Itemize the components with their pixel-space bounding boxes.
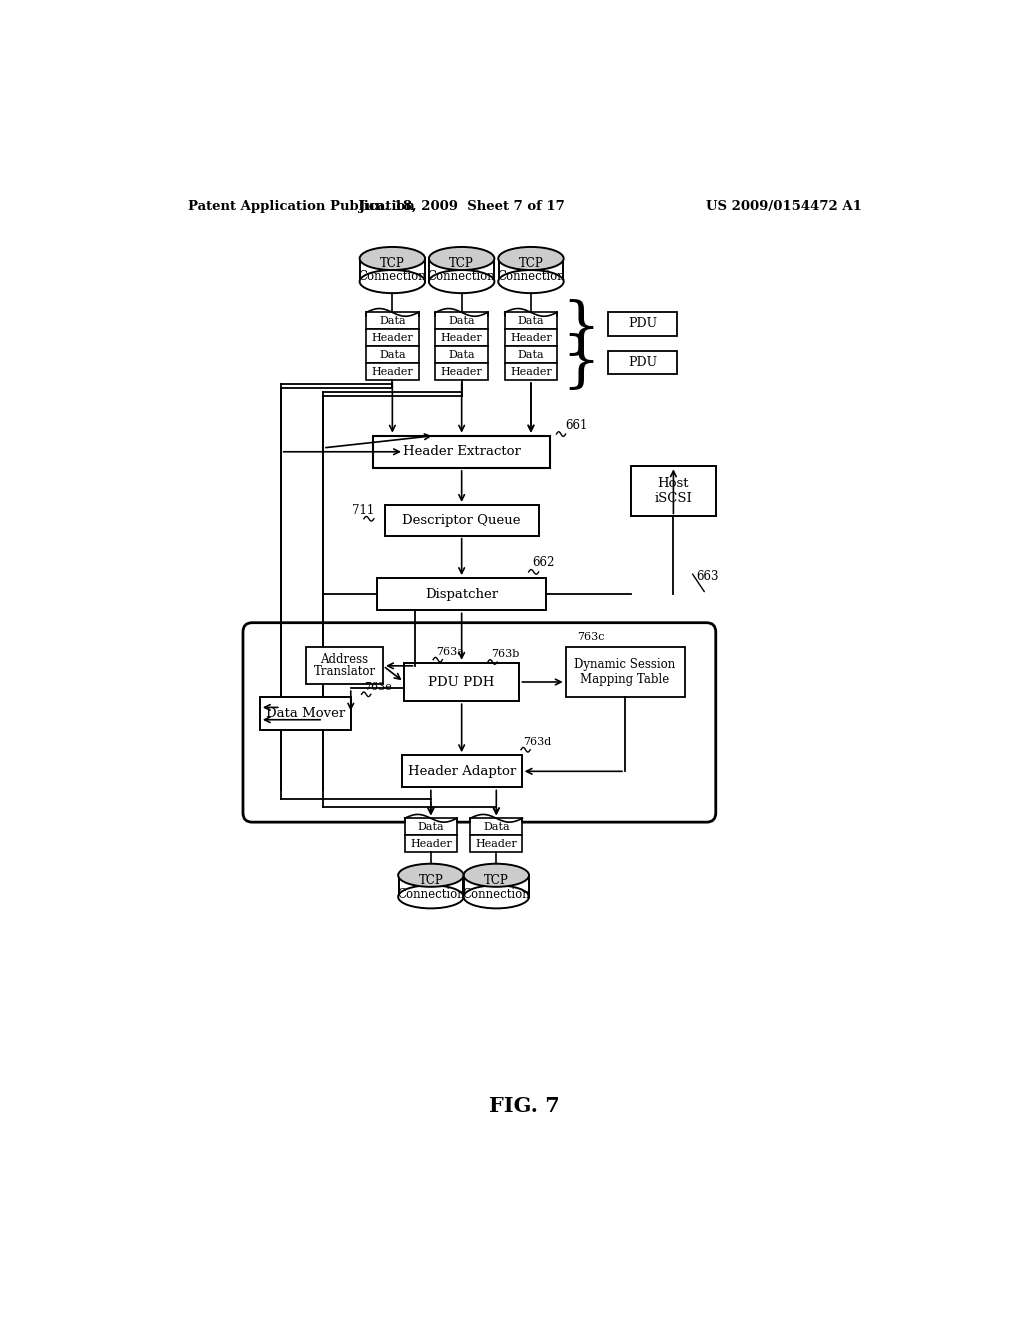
- Bar: [608, 313, 677, 335]
- Bar: [565, 647, 685, 697]
- Text: Connection: Connection: [397, 888, 465, 902]
- Text: Header: Header: [410, 838, 452, 849]
- Text: Jun. 18, 2009  Sheet 7 of 17: Jun. 18, 2009 Sheet 7 of 17: [358, 199, 564, 213]
- Text: PDU PDH: PDU PDH: [428, 676, 495, 689]
- Bar: [377, 578, 547, 610]
- Text: 661: 661: [565, 420, 588, 433]
- Text: 763a: 763a: [436, 647, 464, 657]
- Text: Header: Header: [440, 333, 482, 343]
- Ellipse shape: [499, 247, 563, 271]
- Text: Header Adaptor: Header Adaptor: [408, 764, 516, 777]
- Text: Dispatcher: Dispatcher: [425, 587, 499, 601]
- Text: Data: Data: [418, 822, 444, 832]
- Text: Header: Header: [440, 367, 482, 376]
- Text: Header: Header: [510, 333, 552, 343]
- Text: iSCSI: iSCSI: [654, 492, 692, 506]
- Text: TCP: TCP: [380, 257, 404, 271]
- Text: Host: Host: [657, 477, 689, 490]
- Text: Data: Data: [449, 350, 475, 360]
- Text: TCP: TCP: [450, 257, 474, 271]
- Bar: [435, 313, 487, 330]
- Text: FIG. 7: FIG. 7: [489, 1096, 560, 1115]
- Bar: [470, 836, 522, 853]
- Bar: [505, 330, 557, 346]
- Text: PDU: PDU: [628, 317, 657, 330]
- Bar: [306, 647, 383, 684]
- Text: Connection: Connection: [358, 269, 426, 282]
- Bar: [367, 363, 419, 380]
- Text: 763b: 763b: [490, 649, 519, 660]
- Text: Data: Data: [518, 315, 545, 326]
- Text: TCP: TCP: [518, 257, 544, 271]
- Ellipse shape: [398, 886, 464, 908]
- Bar: [367, 330, 419, 346]
- Text: }: }: [562, 300, 601, 359]
- Bar: [403, 663, 519, 701]
- Text: PDU: PDU: [628, 356, 657, 370]
- Bar: [608, 351, 677, 374]
- Text: Connection: Connection: [463, 888, 530, 902]
- Text: Data: Data: [518, 350, 545, 360]
- Bar: [435, 330, 487, 346]
- Text: US 2009/0154472 A1: US 2009/0154472 A1: [707, 199, 862, 213]
- Ellipse shape: [429, 247, 495, 271]
- Bar: [260, 697, 351, 730]
- Text: 763c: 763c: [578, 632, 604, 643]
- Bar: [505, 346, 557, 363]
- Bar: [402, 755, 521, 788]
- Text: 763d: 763d: [523, 737, 552, 747]
- Bar: [367, 346, 419, 363]
- FancyBboxPatch shape: [243, 623, 716, 822]
- Text: Header: Header: [372, 367, 414, 376]
- Text: TCP: TCP: [484, 874, 509, 887]
- Text: TCP: TCP: [419, 874, 443, 887]
- Text: Connection: Connection: [428, 269, 496, 282]
- Bar: [360, 259, 425, 281]
- Text: Header Extractor: Header Extractor: [402, 445, 520, 458]
- Bar: [385, 506, 539, 536]
- Text: Dynamic Session: Dynamic Session: [574, 657, 676, 671]
- Bar: [631, 466, 716, 516]
- Bar: [429, 259, 495, 281]
- Text: Patent Application Publication: Patent Application Publication: [188, 199, 415, 213]
- Ellipse shape: [398, 863, 464, 887]
- Text: Data: Data: [379, 350, 406, 360]
- Text: Descriptor Queue: Descriptor Queue: [402, 513, 521, 527]
- Text: Data: Data: [483, 822, 510, 832]
- Bar: [404, 836, 457, 853]
- Bar: [398, 875, 464, 896]
- Text: 662: 662: [532, 557, 555, 569]
- Bar: [505, 363, 557, 380]
- Text: }: }: [562, 333, 601, 393]
- Bar: [470, 818, 522, 836]
- Ellipse shape: [429, 271, 495, 293]
- Ellipse shape: [464, 886, 529, 908]
- Bar: [373, 436, 550, 469]
- Text: Translator: Translator: [313, 665, 376, 678]
- Bar: [464, 875, 529, 896]
- Text: Connection: Connection: [497, 269, 565, 282]
- Text: Data Mover: Data Mover: [265, 708, 345, 721]
- Text: Data: Data: [379, 315, 406, 326]
- Text: Header: Header: [372, 333, 414, 343]
- Text: Address: Address: [321, 653, 369, 667]
- Ellipse shape: [359, 271, 425, 293]
- Text: Header: Header: [510, 367, 552, 376]
- Ellipse shape: [359, 247, 425, 271]
- Text: 663: 663: [696, 570, 719, 583]
- Bar: [367, 313, 419, 330]
- Ellipse shape: [464, 863, 529, 887]
- Text: Mapping Table: Mapping Table: [581, 673, 670, 686]
- Bar: [505, 313, 557, 330]
- Bar: [435, 346, 487, 363]
- Bar: [435, 363, 487, 380]
- Text: Data: Data: [449, 315, 475, 326]
- Ellipse shape: [499, 271, 563, 293]
- Bar: [404, 818, 457, 836]
- Text: Header: Header: [475, 838, 517, 849]
- Text: 711: 711: [352, 504, 375, 517]
- Text: 763e: 763e: [364, 681, 391, 692]
- Bar: [499, 259, 564, 281]
